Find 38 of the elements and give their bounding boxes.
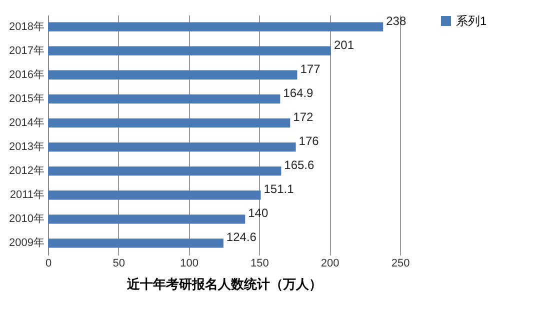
x-tick-label: 200 <box>320 258 340 270</box>
y-tick-label: 2012年 <box>9 165 44 178</box>
y-tick-label: 2013年 <box>9 141 44 154</box>
y-tick-label: 2015年 <box>9 92 44 105</box>
y-tick-label: 2010年 <box>9 213 44 226</box>
bar <box>48 190 261 200</box>
y-tick-label: 2016年 <box>9 68 44 81</box>
bar <box>48 142 296 152</box>
y-tick-label: 2018年 <box>9 20 44 33</box>
x-axis-title: 近十年考研报名人数统计（万人） <box>126 276 322 292</box>
data-label: 140 <box>248 206 268 220</box>
x-tick-label: 150 <box>250 258 269 270</box>
data-label: 165.6 <box>284 158 315 172</box>
x-tick-label: 0 <box>45 258 52 270</box>
y-tick-label: 2009年 <box>9 237 44 250</box>
bar <box>48 118 290 128</box>
y-tick-label: 2017年 <box>9 44 44 57</box>
data-label: 238 <box>386 14 406 28</box>
data-label: 151.1 <box>264 182 294 196</box>
x-tick-label: 250 <box>391 258 410 270</box>
x-tick-label: 100 <box>180 258 198 270</box>
y-tick-label: 2011年 <box>10 189 44 202</box>
bar <box>48 22 384 32</box>
y-tick-label: 2014年 <box>9 116 44 129</box>
data-label: 124.6 <box>226 230 257 244</box>
data-label: 177 <box>300 62 321 76</box>
bar <box>48 238 224 248</box>
bar <box>48 70 298 80</box>
data-label: 164.9 <box>283 86 314 100</box>
bar <box>48 214 246 224</box>
bar <box>48 46 332 56</box>
data-label: 176 <box>298 134 320 148</box>
x-tick-label: 50 <box>112 258 126 270</box>
data-label: 201 <box>334 38 354 52</box>
legend-label: 系列1 <box>456 14 487 28</box>
bar <box>48 94 280 104</box>
data-label: 172 <box>293 110 314 124</box>
bar <box>48 166 282 176</box>
